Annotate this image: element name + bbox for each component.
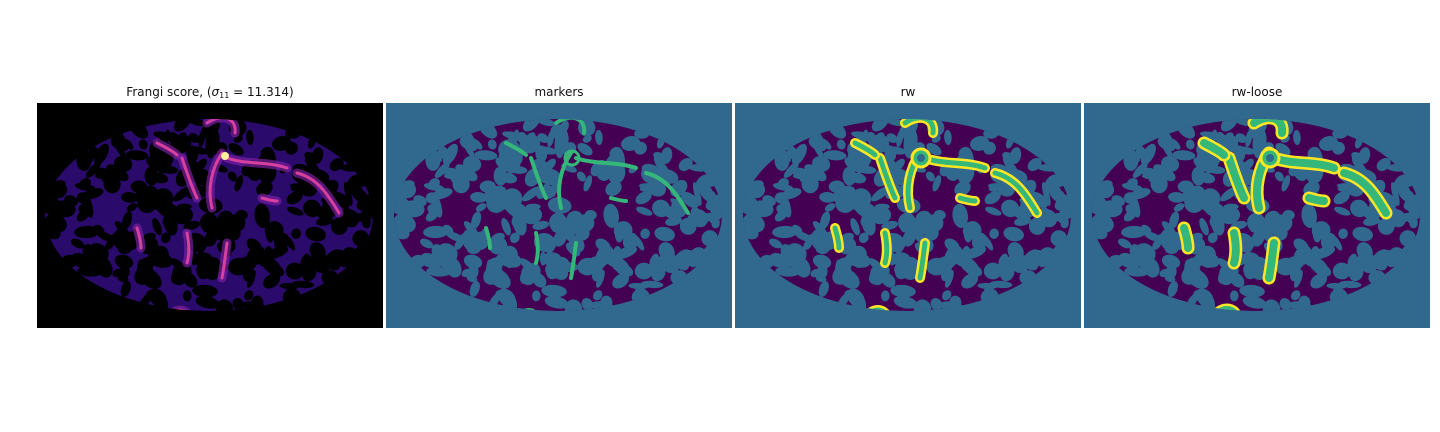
panel-markers-image [386,103,732,328]
rw-image [735,103,1081,328]
markers-image [386,103,732,328]
panel-title-markers: markers [534,85,584,99]
panel-rw-loose-image [1084,103,1430,328]
panel-rw-image [735,103,1081,328]
frangi-score-image [37,103,383,328]
panel-title-frangi: Frangi score, (σ11 = 11.314) [126,85,294,100]
panel-title-rw-loose: rw-loose [1231,85,1283,99]
rw-loose-image [1084,103,1430,328]
panel-frangi-image [37,103,383,328]
panel-title-rw: rw [900,85,916,99]
